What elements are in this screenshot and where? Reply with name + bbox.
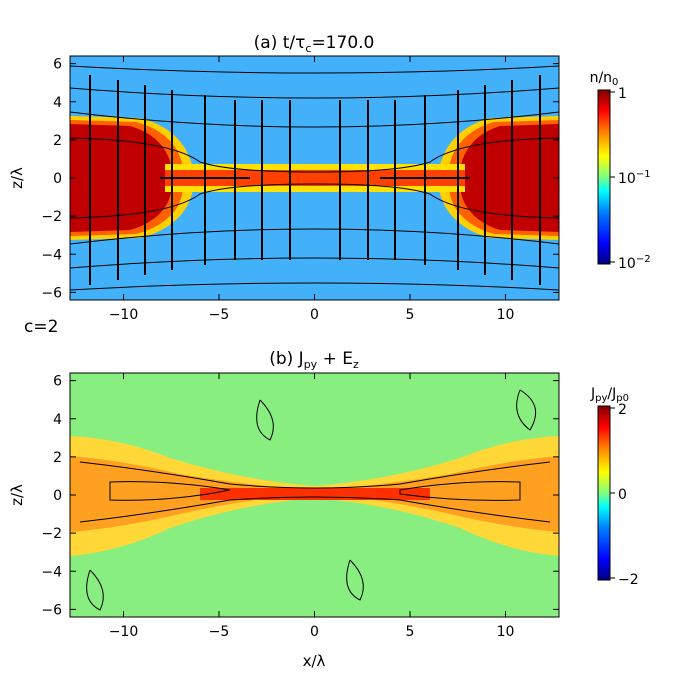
y-tick-label: −2: [41, 209, 62, 225]
x-tick-label: 10: [497, 624, 515, 640]
panel-b-title-part: (b) J: [269, 349, 303, 369]
colorbar-label-part: J: [590, 386, 595, 402]
y-tick-label: 2: [53, 450, 62, 466]
field-line: [70, 282, 559, 291]
ez-contours: [79, 389, 551, 611]
x-tick-label: −10: [109, 307, 139, 323]
y-tick-label: 0: [53, 171, 62, 187]
panel-a-colorbar-ticks: [610, 91, 615, 263]
left-dense-blob-core: [70, 124, 172, 232]
tick-base: 10: [618, 171, 636, 187]
colorbar-label-part: p0: [616, 393, 629, 404]
panel-a-title: (a) t/τc=170.0: [254, 33, 375, 55]
ez-contour: [79, 496, 551, 523]
panel-a-title-part: c: [305, 42, 311, 55]
y-tick-label: 4: [53, 95, 62, 111]
flow-arrows: [89, 75, 541, 285]
panel-b-colorbar-label: Jpy/Jp0: [590, 386, 629, 404]
ez-contour: [399, 481, 521, 501]
colorbar-tick-label: 2: [618, 402, 627, 418]
x-tick-label: 5: [406, 307, 415, 323]
x-tick-label: 0: [310, 307, 319, 323]
colorbar-label-part: n/n: [590, 70, 612, 86]
y-tick-label: 2: [53, 133, 62, 149]
panel-b-xlabel: x/λ: [303, 652, 326, 670]
field-line: [70, 111, 559, 128]
panel-a-heatmap: [70, 56, 559, 300]
ez-contour: [86, 569, 104, 611]
y-tick-label: −2: [41, 526, 62, 542]
ez-contour: [346, 559, 364, 601]
current-sheet-core: [200, 488, 430, 500]
colorbar-tick-label: 10−1: [618, 169, 651, 187]
y-tick-label: −6: [41, 285, 62, 301]
x-tick-label: −5: [209, 624, 230, 640]
colorbar-label-part: 0: [612, 77, 618, 88]
panel-b-title-part: z: [353, 358, 359, 371]
x-tick-label: 10: [497, 307, 515, 323]
field-line: [70, 87, 559, 99]
tick-exp: −1: [636, 169, 651, 180]
y-tick-label: 4: [53, 412, 62, 428]
y-tick-label: −4: [41, 564, 62, 580]
tick-exp: −2: [636, 254, 651, 265]
panel-a-title-part: (a) t/: [254, 33, 296, 53]
panel-a-axes: −10 −5 0 5 10 −6 −4 −2 0 2 4 6: [41, 56, 559, 323]
ez-contour: [256, 399, 274, 441]
colorbar-tick-label: 10−2: [618, 254, 651, 272]
panel-a-colorbar: [597, 89, 611, 265]
x-tick-label: −5: [209, 307, 230, 323]
ez-contour: [516, 389, 537, 431]
y-tick-label: −4: [41, 247, 62, 263]
panel-b-colorbar: [597, 405, 611, 581]
x-tick-label: 5: [406, 624, 415, 640]
field-line: [70, 65, 559, 74]
colorbar-tick-label: −2: [618, 572, 639, 588]
panel-b-title-part: + E: [317, 349, 353, 369]
tick-base: 10: [618, 256, 636, 272]
panel-b-axes: −10 −5 0 5 10 −6 −4 −2 0 2 4 6: [41, 373, 559, 640]
panel-b-ylabel: z/λ: [8, 484, 26, 506]
panel-a-annotation: c=2: [24, 317, 58, 337]
field-line: [70, 228, 559, 245]
field-line: [70, 257, 559, 269]
y-tick-label: −6: [41, 602, 62, 618]
y-tick-label: 6: [53, 57, 62, 73]
panel-a: (a) t/τc=170.0: [8, 33, 651, 337]
panel-a-title-part: τ: [295, 33, 305, 53]
panel-b-title: (b) Jpy + Ez: [269, 349, 359, 371]
y-tick-label: 6: [53, 374, 62, 390]
panel-b-title-part: py: [304, 358, 318, 371]
colorbar-label-part: py: [595, 393, 607, 404]
colorbar-label-part: /J: [607, 386, 616, 402]
panel-b-colorbar-ticks: [610, 407, 615, 579]
panel-b-heatmap: [70, 389, 559, 611]
x-tick-label: 0: [310, 624, 319, 640]
panel-a-title-part: =170.0: [311, 33, 374, 53]
ez-contour: [109, 481, 231, 501]
x-tick-label: −10: [109, 624, 139, 640]
colorbar-tick-label: 1: [618, 86, 627, 102]
ez-contour: [79, 461, 551, 489]
colorbar-tick-label: 0: [618, 487, 627, 503]
panel-a-ylabel: z/λ: [8, 167, 26, 189]
y-tick-label: 0: [53, 488, 62, 504]
panel-a-colorbar-label: n/n0: [590, 70, 619, 88]
current-sheet-inner: [165, 170, 465, 186]
